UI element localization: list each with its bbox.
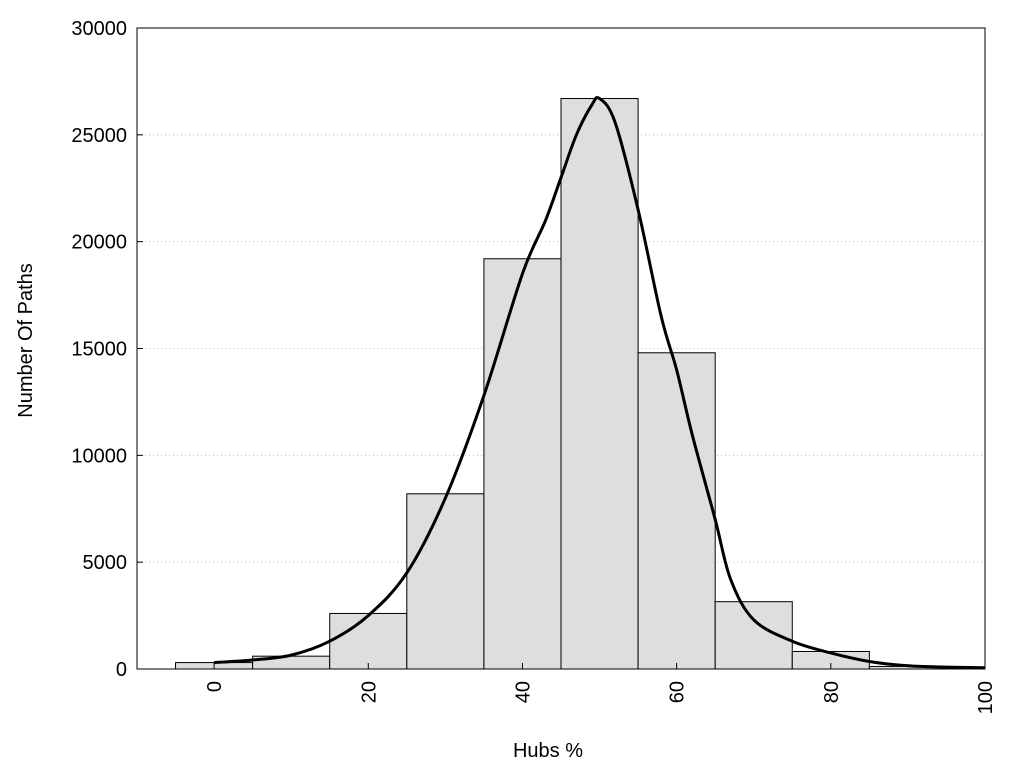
histogram-bar: [329, 612, 408, 670]
x-tick-label: 0: [204, 681, 226, 692]
histogram-bar: [637, 352, 716, 670]
density-curve: [213, 96, 986, 670]
histogram-bar: [560, 98, 639, 670]
x-tick-label: 80: [821, 681, 843, 703]
y-axis-label: Number Of Paths: [15, 263, 37, 418]
y-tick-label: 15000: [71, 339, 127, 361]
histogram-bar: [483, 258, 562, 670]
histogram-bar: [406, 493, 485, 670]
x-axis-label: Hubs %: [513, 740, 583, 762]
x-tick-label: 100: [975, 681, 997, 714]
x-tick-label: 60: [667, 681, 689, 703]
histogram-bars: [175, 98, 947, 670]
x-tick-label: 20: [358, 681, 380, 703]
x-tick-label: 40: [512, 681, 534, 703]
y-tick-label: 30000: [71, 18, 127, 40]
density-curve-layer: [213, 96, 986, 670]
y-tick-label: 0: [116, 659, 127, 681]
axis-ticks: 0 5000 10000 15000 20000 25000 30000 0 20 40 60 80 1…: [71, 18, 997, 714]
y-tick-label: 10000: [71, 445, 127, 467]
y-tick-label: 25000: [71, 125, 127, 147]
y-tick-label: 20000: [71, 232, 127, 254]
y-tick-label: 5000: [83, 552, 128, 574]
